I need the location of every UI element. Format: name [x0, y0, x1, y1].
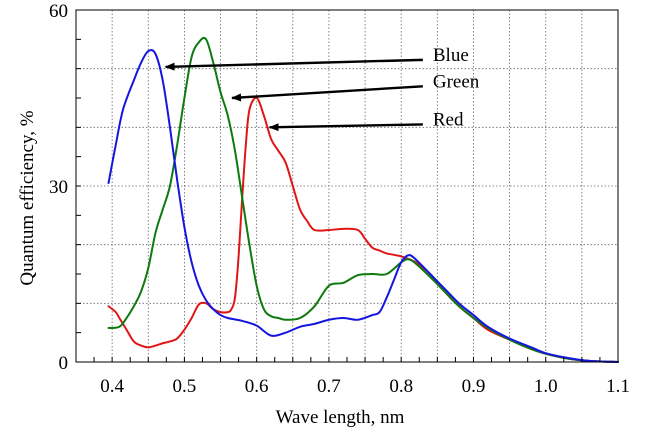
x-tick-label: 0.7: [317, 376, 341, 397]
y-axis-label: Quantum efficiency, %: [17, 110, 38, 285]
y-tick-label: 60: [49, 1, 68, 22]
annotation-arrow-red: [268, 123, 423, 132]
annotation-label-blue: Blue: [433, 45, 469, 66]
x-tick-label: 1.1: [606, 376, 630, 397]
annotation-arrow-blue: [164, 58, 423, 71]
x-tick-label: 0.5: [173, 376, 197, 397]
series-line-blue: [107, 49, 619, 363]
series-lines: [107, 36, 619, 363]
y-tick-label: 0: [59, 353, 69, 374]
annotation-label-red: Red: [433, 109, 464, 130]
x-tick-label: 0.6: [245, 376, 269, 397]
annotations: Blue Green Red: [164, 45, 480, 132]
x-tick-label: 0.9: [462, 376, 486, 397]
x-axis-label: Wave length, nm: [276, 407, 405, 427]
y-axis-ticks: 0 30 60: [49, 1, 81, 374]
x-tick-label: 0.8: [389, 376, 413, 397]
x-axis-ticks: 0.4 0.5 0.6 0.7 0.8 0.9 1.0 1.1: [75, 357, 630, 397]
y-tick-label: 30: [49, 177, 68, 198]
x-tick-label: 0.4: [100, 376, 124, 397]
series-line-green: [107, 36, 619, 363]
annotation-arrow-green: [231, 85, 423, 102]
x-tick-label: 1.0: [534, 376, 558, 397]
annotation-label-green: Green: [433, 71, 480, 92]
grid: [76, 10, 618, 362]
